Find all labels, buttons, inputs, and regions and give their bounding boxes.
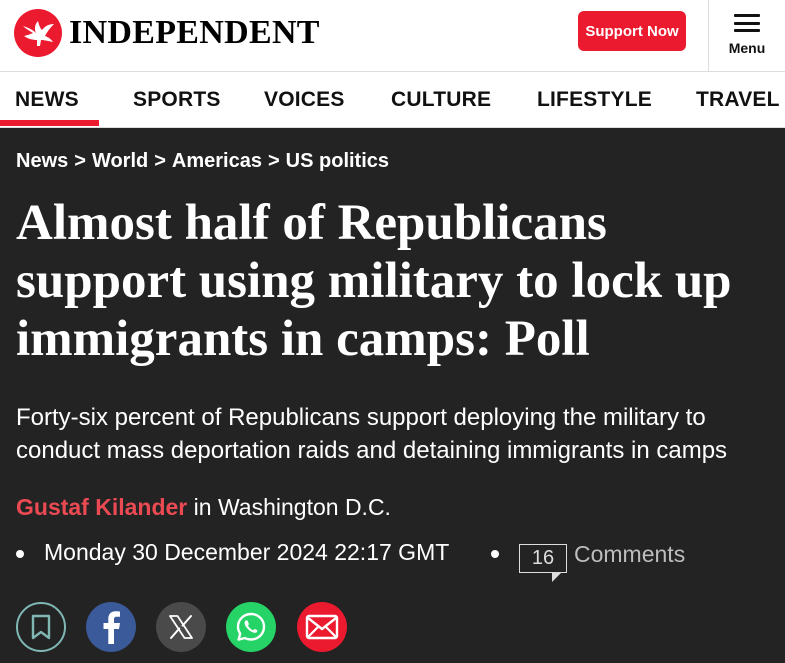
breadcrumb-separator: > <box>267 150 280 172</box>
comments-link[interactable]: Comments <box>574 541 686 567</box>
comment-count-badge[interactable]: 16 <box>519 544 567 573</box>
eagle-logo-icon <box>14 9 62 57</box>
email-icon <box>305 614 339 640</box>
comment-bubble-tail <box>552 572 562 582</box>
nav-item-culture[interactable]: CULTURE <box>391 88 492 111</box>
bookmark-button[interactable] <box>16 602 66 652</box>
article-standfirst: Forty-six percent of Republicans support… <box>16 404 728 464</box>
nav-item-sports[interactable]: SPORTS <box>133 88 221 111</box>
site-logo[interactable]: INDEPENDENT <box>14 9 320 57</box>
article-headline: Almost half of Republicans support using… <box>16 195 732 367</box>
site-header: INDEPENDENT Support Now Menu <box>0 0 785 72</box>
breadcrumb-us-politics[interactable]: US politics <box>285 150 390 172</box>
breadcrumb-world[interactable]: World <box>91 150 149 172</box>
x-icon <box>169 615 193 639</box>
hamburger-icon <box>734 14 760 32</box>
email-share-button[interactable] <box>297 602 347 652</box>
menu-button[interactable]: Menu <box>709 0 785 72</box>
header-divider <box>708 0 709 72</box>
nav-item-lifestyle[interactable]: LIFESTYLE <box>537 88 652 111</box>
section-nav: NEWS SPORTS VOICES CULTURE LIFESTYLE TRA… <box>0 72 785 128</box>
support-now-button[interactable]: Support Now <box>578 11 686 51</box>
bookmark-icon <box>31 614 51 640</box>
bullet-dot <box>16 550 24 558</box>
x-share-button[interactable] <box>156 602 206 652</box>
breadcrumb-news[interactable]: News <box>16 150 69 172</box>
breadcrumb-americas[interactable]: Americas <box>171 150 262 172</box>
author-link[interactable]: Gustaf Kilander <box>16 494 188 520</box>
bullet-dot <box>491 550 499 558</box>
nav-item-travel[interactable]: TRAVEL <box>696 88 780 111</box>
byline-location: in Washington D.C. <box>193 494 391 520</box>
nav-active-indicator <box>0 120 99 126</box>
breadcrumb-separator: > <box>154 150 166 172</box>
breadcrumb-separator: > <box>74 150 86 172</box>
breadcrumb: News > World > Americas > US politics <box>16 150 389 173</box>
publish-date: Monday 30 December 2024 22:17 GMT <box>44 539 450 565</box>
article-meta: Monday 30 December 2024 22:17 GMT 16 Com… <box>16 539 781 582</box>
nav-item-voices[interactable]: VOICES <box>264 88 345 111</box>
nav-item-news[interactable]: NEWS <box>15 88 79 111</box>
menu-label: Menu <box>728 40 766 56</box>
whatsapp-share-button[interactable] <box>226 602 276 652</box>
facebook-icon <box>103 611 120 644</box>
byline: Gustaf Kilander in Washington D.C. <box>16 494 391 521</box>
logo-wordmark: INDEPENDENT <box>69 14 320 51</box>
facebook-share-button[interactable] <box>86 602 136 652</box>
whatsapp-icon <box>236 612 266 641</box>
